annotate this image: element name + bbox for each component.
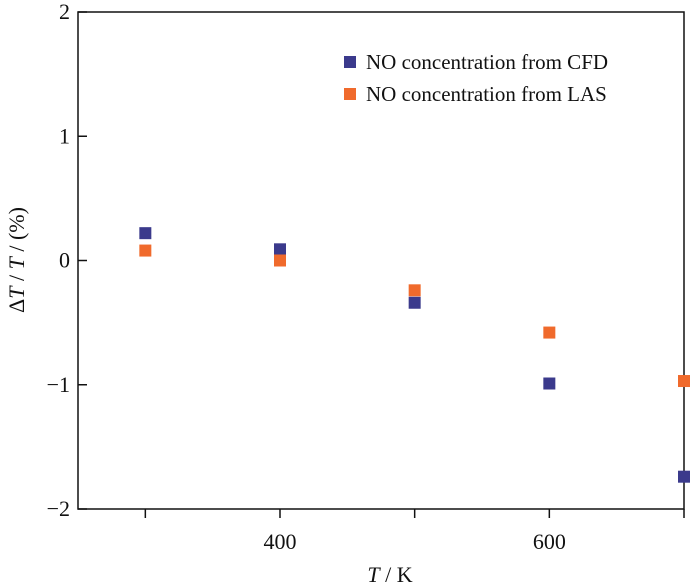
point-series-2 (678, 375, 690, 388)
x-axis: 400 600 (144, 509, 685, 554)
point-series-2 (408, 284, 421, 297)
point-series-1 (274, 243, 286, 256)
y-tick-label: 1 (59, 123, 70, 148)
point-series-2 (139, 244, 152, 257)
point-series-2 (274, 254, 286, 267)
y-tick-label: 2 (59, 0, 70, 24)
x-tick-label: 600 (533, 529, 566, 554)
point-series-2 (543, 326, 556, 339)
point-series-1 (408, 296, 421, 309)
legend-swatch (344, 56, 356, 68)
data-points (139, 227, 690, 483)
x-tick-label: 400 (264, 529, 297, 554)
legend: NO concentration from CFD NO concentratio… (344, 50, 608, 106)
point-series-1 (543, 377, 556, 390)
y-tick-label: −2 (47, 496, 70, 521)
y-axis-label: ΔT / T / (%) (4, 207, 29, 313)
legend-label: NO concentration from LAS (366, 82, 607, 106)
point-series-1 (678, 470, 690, 483)
x-axis-label: T / K (367, 562, 412, 584)
point-series-1 (139, 227, 152, 240)
legend-label: NO concentration from CFD (366, 50, 608, 74)
y-axis: −2 −1 0 1 2 (47, 0, 87, 521)
y-tick-label: −1 (47, 372, 70, 397)
legend-swatch (344, 88, 356, 100)
y-tick-label: 0 (59, 248, 70, 273)
